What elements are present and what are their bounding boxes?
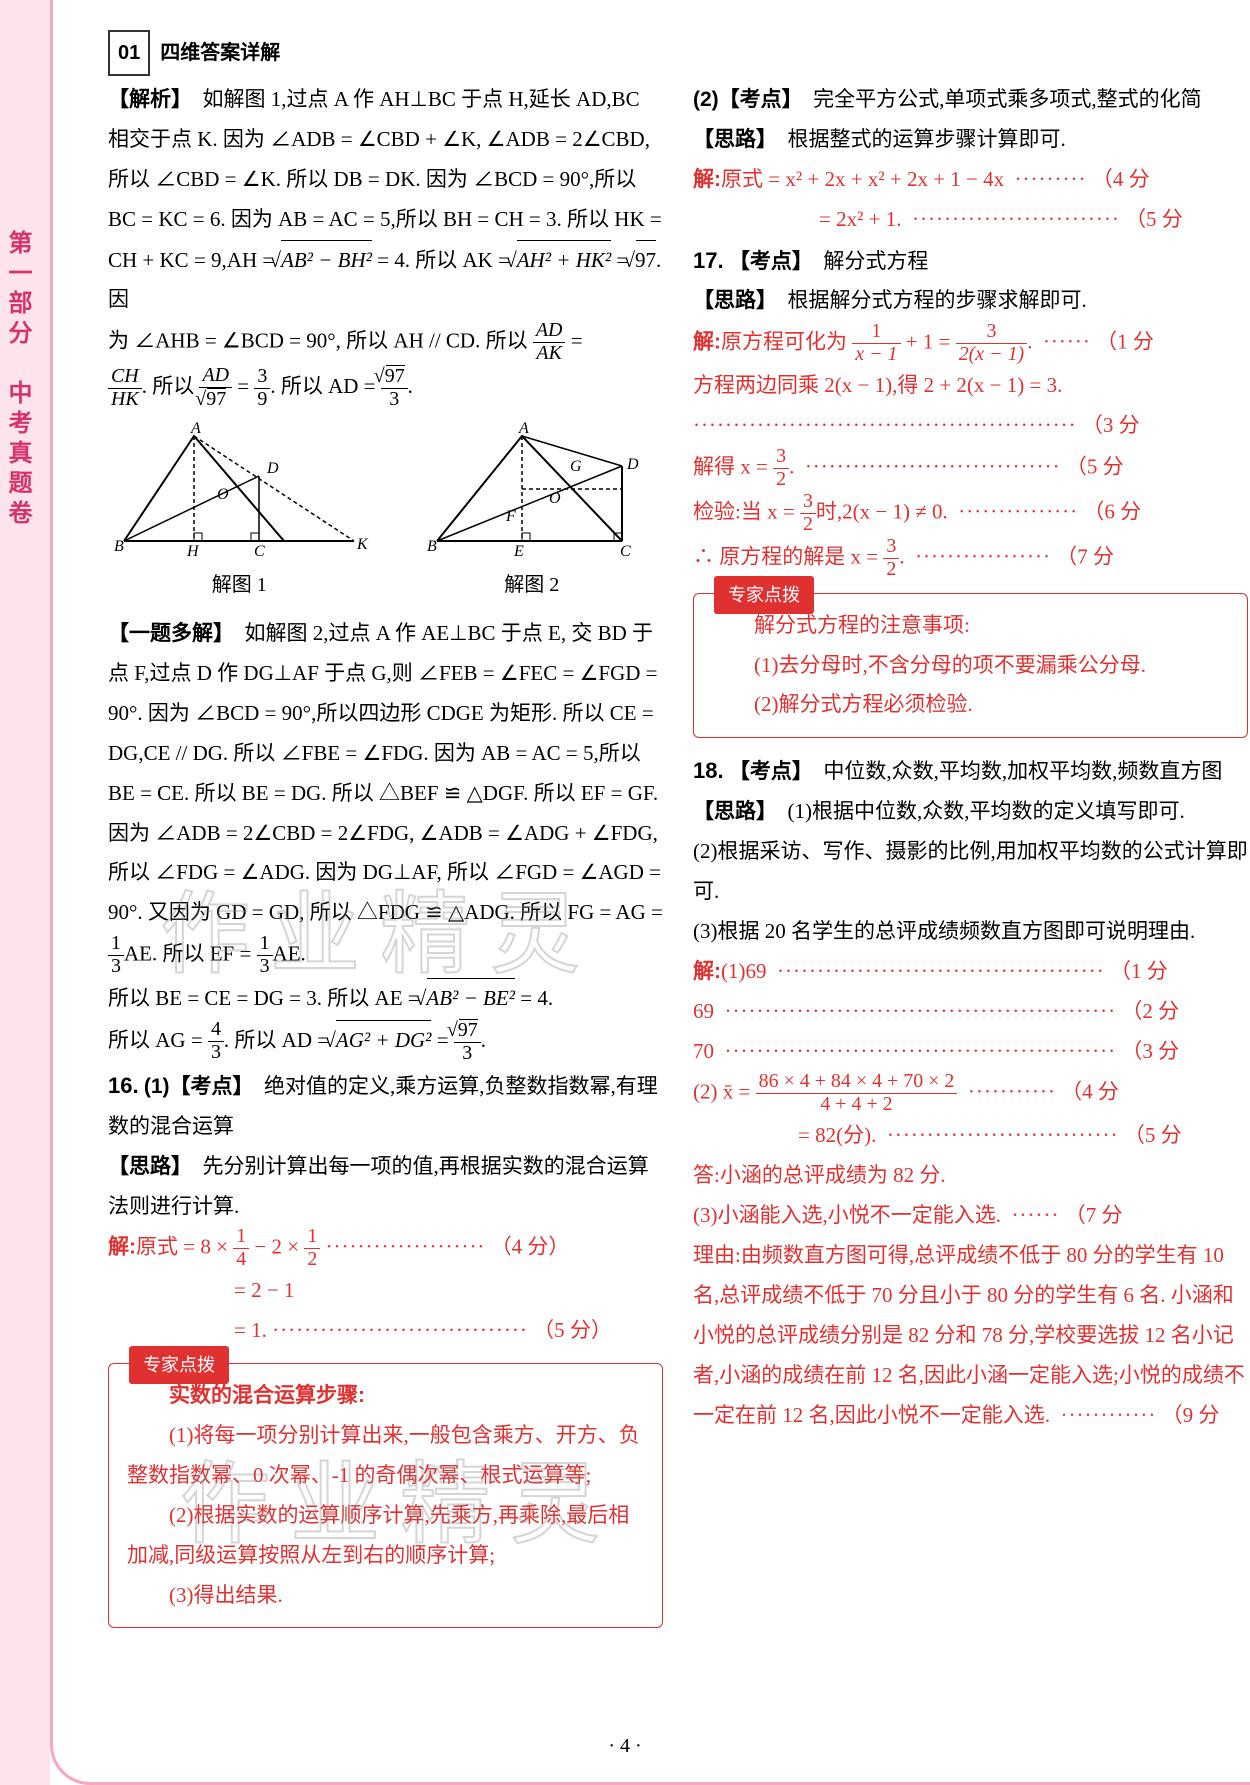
tip-line: (1)去分母时,不含分母的项不要漏乘公分母.: [712, 646, 1229, 686]
svg-text:O: O: [217, 486, 229, 503]
q18-solution-line: (2) x̄ = 86 × 4 + 84 × 4 + 70 × 24 + 4 +…: [693, 1071, 1248, 1116]
q17-heading: 17. 【考点】 解分式方程: [693, 240, 1248, 282]
svg-text:F: F: [505, 508, 516, 525]
svg-text:C: C: [620, 543, 631, 560]
tip-line: (1)将每一项分别计算出来,一般包含乘方、开方、负整数指数幂、0 次幂、-1 的…: [127, 1416, 644, 1496]
header-number-box: 01: [108, 30, 150, 76]
analysis-text: 【解析】 如解图 1,过点 A 作 AH⊥BC 于点 H,延长 AD,BC 相交…: [108, 80, 663, 320]
figure-1: A B H C D O K 解图 1: [108, 421, 371, 604]
tip-line: (3)得出结果.: [127, 1576, 644, 1616]
alt-solution-text: 【一题多解】 如解图 2,过点 A 作 AE⊥BC 于点 E, 交 BD 于点 …: [108, 614, 663, 978]
tip-line: (2)根据实数的运算顺序计算,先乘方,再乘除,最后相加减,同级运算按照从左到右的…: [127, 1496, 644, 1576]
tip-line: (2)解分式方程必须检验.: [712, 685, 1229, 725]
q16-solution-line: = 2 − 1: [108, 1271, 663, 1311]
page-header: 01 四维答案详解: [108, 30, 280, 76]
q16-silu: 【思路】 先分别计算出每一项的值,再根据实数的混合运算法则进行计算.: [108, 1147, 663, 1227]
figure-row: A B H C D O K 解图 1: [108, 421, 663, 604]
expert-tip-1: 专家点拨 实数的混合运算步骤: (1)将每一项分别计算出来,一般包含乘方、开方、…: [108, 1363, 663, 1628]
figure-2: A B E C D G O F 解图 2: [401, 421, 664, 604]
alt-solution-text: 所以 BE = CE = DG = 3. 所以 AE = AB² − BE² =…: [108, 978, 663, 1019]
left-column: 【解析】 如解图 1,过点 A 作 AH⊥BC 于点 H,延长 AD,BC 相交…: [108, 80, 663, 1640]
q17-solution-line: 方程两边同乘 2(x − 1),得 2 + 2(x − 1) = 3.: [693, 366, 1248, 406]
q16-2-solution-line: = 2x² + 1. ·························· （5…: [693, 200, 1248, 240]
svg-text:D: D: [266, 460, 279, 477]
page-container: 01 四维答案详解 【解析】 如解图 1,过点 A 作 AH⊥BC 于点 H,延…: [50, 0, 1250, 1785]
q16-2-heading: (2)【考点】 完全平方公式,单项式乘多项式,整式的化简: [693, 80, 1248, 120]
svg-text:C: C: [254, 543, 265, 560]
analysis-text: CHHK. 所以 AD97 = 39. 所以 AD = 973.: [108, 365, 663, 411]
q18-solution: 解:(1)69 ································…: [693, 952, 1248, 992]
expert-tip-2: 专家点拨 解分式方程的注意事项: (1)去分母时,不含分母的项不要漏乘公分母. …: [693, 593, 1248, 739]
svg-text:O: O: [549, 490, 561, 507]
svg-text:A: A: [190, 421, 201, 437]
svg-text:A: A: [518, 421, 529, 437]
q17-solution-line: ∴ 原方程的解是 x = 32. ················· （7 分: [693, 536, 1248, 581]
q18-solution-line: (3)小涵能入选,小悦不一定能入选. ······ （7 分: [693, 1196, 1248, 1236]
q18-silu-line: (2)根据采访、写作、摄影的比例,用加权平均数的公式计算即可.: [693, 832, 1248, 912]
q18-silu: 【思路】 (1)根据中位数,众数,平均数的定义填写即可.: [693, 792, 1248, 832]
q16-heading: 16. (1)【考点】 绝对值的定义,乘方运算,负整数指数幂,有理数的混合运算: [108, 1065, 663, 1147]
q18-answer: 答:小涵的总评成绩为 82 分.: [693, 1156, 1248, 1196]
svg-text:K: K: [356, 536, 369, 553]
analysis-text: 为 ∠AHB = ∠BCD = 90°, 所以 AH // CD. 所以 ADA…: [108, 320, 663, 365]
tip-label: 专家点拨: [129, 1346, 229, 1384]
right-column: (2)【考点】 完全平方公式,单项式乘多项式,整式的化简 【思路】 根据整式的运…: [693, 80, 1248, 1640]
q16-solution: 解:原式 = 8 × 14 − 2 × 12 ·················…: [108, 1226, 663, 1271]
q17-solution: 解:原方程可化为 1x − 1 + 1 = 32(x − 1). ······ …: [693, 321, 1248, 366]
q18-solution-line: 70 ·····································…: [693, 1032, 1248, 1072]
figure-2-caption: 解图 2: [401, 566, 664, 604]
svg-text:B: B: [114, 538, 124, 555]
tip-label: 专家点拨: [714, 576, 814, 614]
svg-text:E: E: [513, 543, 524, 560]
q18-solution-line: = 82(分). ····························· （…: [693, 1116, 1248, 1156]
header-title: 四维答案详解: [160, 34, 280, 72]
q18-silu-line: (3)根据 20 名学生的总评成绩频数直方图即可说明理由.: [693, 912, 1248, 952]
svg-text:D: D: [626, 456, 639, 473]
q16-2-silu: 【思路】 根据整式的运算步骤计算即可.: [693, 120, 1248, 160]
q18-solution-line: 69 ·····································…: [693, 992, 1248, 1032]
q16-2-solution: 解:原式 = x² + 2x + x² + 2x + 1 − 4x ······…: [693, 160, 1248, 200]
sqrt-expr: AH² + HK²: [517, 240, 611, 281]
svg-text:H: H: [186, 543, 200, 560]
svg-text:G: G: [570, 458, 582, 475]
q17-solution-line: 解得 x = 32. ·····························…: [693, 446, 1248, 491]
svg-text:B: B: [427, 538, 437, 555]
q17-solution-line: ········································…: [693, 406, 1248, 446]
side-section-label: 第一部分 中考真题卷: [10, 230, 40, 530]
q17-solution-line: 检验:当 x = 32时,2(x − 1) ≠ 0. ·············…: [693, 491, 1248, 536]
alt-solution-text: 所以 AG = 43. 所以 AD = AG² + DG² = 973.: [108, 1019, 663, 1065]
sqrt-expr: AB² − BH²: [281, 240, 371, 281]
q18-reason: 理由:由频数直方图可得,总评成绩不低于 80 分的学生有 10 名,总评成绩不低…: [693, 1236, 1248, 1435]
content-area: 【解析】 如解图 1,过点 A 作 AH⊥BC 于点 H,延长 AD,BC 相交…: [108, 80, 1250, 1640]
page-footer: · 4 ·: [608, 1727, 641, 1765]
q17-silu: 【思路】 根据解分式方程的步骤求解即可.: [693, 281, 1248, 321]
q18-heading: 18. 【考点】 中位数,众数,平均数,加权平均数,频数直方图: [693, 750, 1248, 792]
figure-1-caption: 解图 1: [108, 566, 371, 604]
